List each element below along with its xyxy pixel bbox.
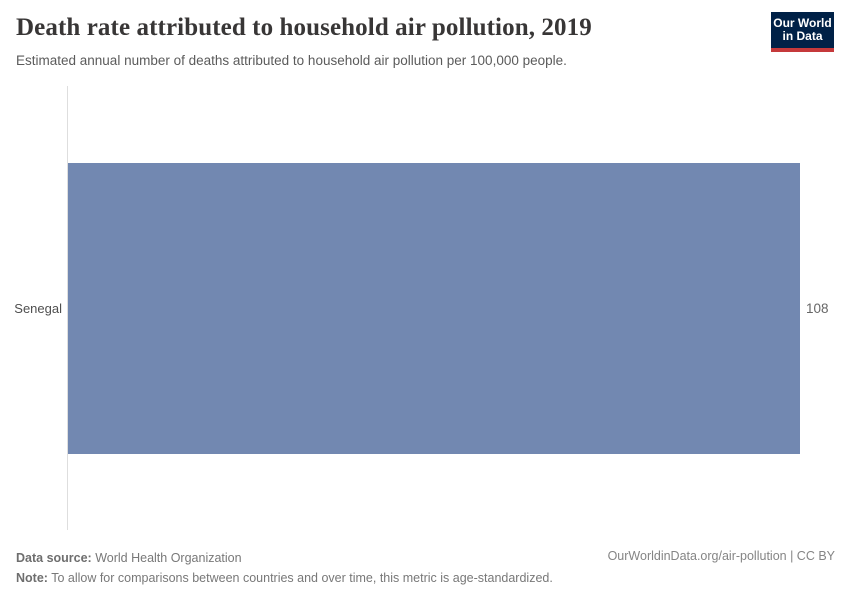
page-title: Death rate attributed to household air p… <box>16 14 592 41</box>
owid-logo-line1: Our World <box>773 15 832 30</box>
data-source-value: World Health Organization <box>91 551 242 565</box>
data-source-label: Data source: <box>16 551 92 565</box>
entity-label-senegal: Senegal <box>14 301 62 316</box>
note-label: Note: <box>16 571 48 585</box>
footer-sources: Data source: World Health Organization N… <box>16 548 553 588</box>
owid-logo[interactable]: Our World in Data <box>771 12 834 52</box>
citation-link[interactable]: OurWorldinData.org/air-pollution | CC BY <box>607 549 835 563</box>
note-value: To allow for comparisons between countri… <box>47 571 553 585</box>
note-line: Note: To allow for comparisons between c… <box>16 568 553 588</box>
bar-senegal[interactable] <box>68 163 800 454</box>
chart-subtitle: Estimated annual number of deaths attrib… <box>16 53 567 68</box>
y-axis-line <box>67 86 68 530</box>
owid-logo-line2: in Data <box>782 29 823 43</box>
bar-value-label: 108 <box>806 301 829 316</box>
data-source-line: Data source: World Health Organization <box>16 548 553 568</box>
